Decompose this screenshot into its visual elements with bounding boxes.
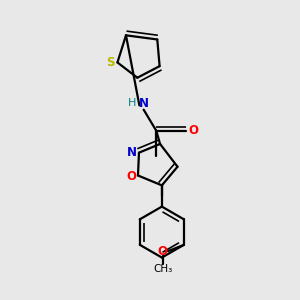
Text: S: S xyxy=(106,56,114,69)
Text: O: O xyxy=(127,170,136,183)
Text: N: N xyxy=(127,146,136,159)
Text: N: N xyxy=(139,97,148,110)
Text: O: O xyxy=(158,245,168,258)
Text: CH₃: CH₃ xyxy=(153,264,172,274)
Text: O: O xyxy=(188,124,199,137)
Text: H: H xyxy=(128,98,136,108)
